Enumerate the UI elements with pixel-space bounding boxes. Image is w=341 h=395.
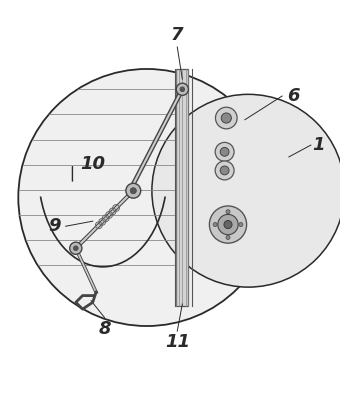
Circle shape [126,183,141,198]
FancyBboxPatch shape [176,69,189,306]
Circle shape [130,188,136,194]
Circle shape [209,206,247,243]
Text: 10: 10 [80,155,105,173]
Circle shape [18,69,275,326]
Circle shape [70,242,82,254]
Circle shape [220,166,229,175]
Text: 6: 6 [287,87,300,105]
Circle shape [213,222,217,227]
Circle shape [226,210,230,214]
Text: 9: 9 [48,217,61,235]
Text: 7: 7 [171,26,183,43]
Circle shape [226,235,230,239]
Text: 1: 1 [313,136,325,154]
Circle shape [215,142,234,161]
Circle shape [218,214,238,235]
Circle shape [221,113,232,123]
Circle shape [239,222,243,227]
Circle shape [180,87,185,92]
Circle shape [224,220,232,229]
Circle shape [73,246,78,250]
Circle shape [176,83,189,95]
Text: 8: 8 [98,320,111,338]
Circle shape [220,147,229,156]
Circle shape [152,94,341,287]
Circle shape [215,161,234,180]
Text: 11: 11 [165,333,190,352]
Circle shape [216,107,237,129]
